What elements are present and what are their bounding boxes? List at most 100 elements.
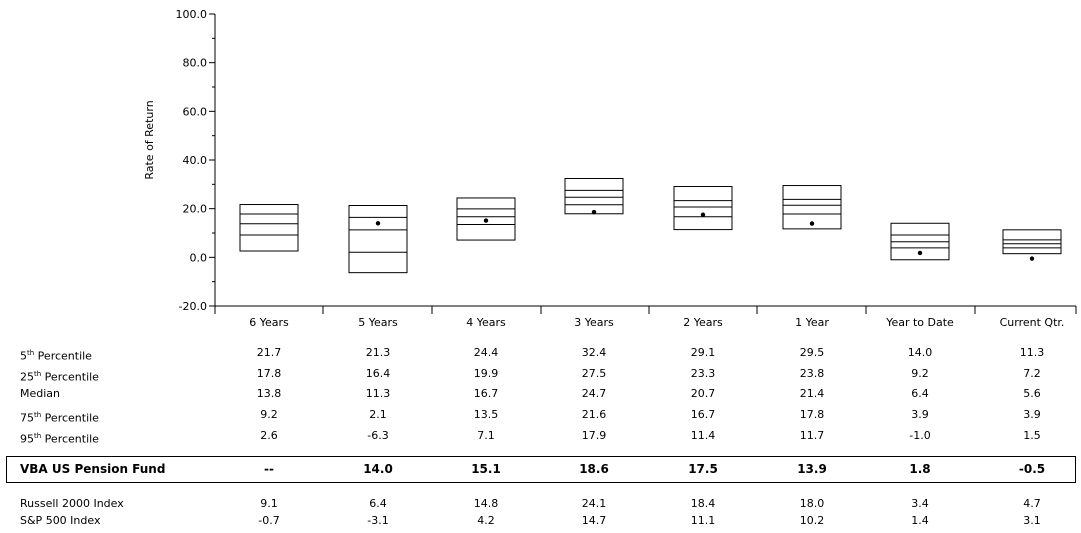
fund-row: VBA US Pension Fund -- 14.0 15.1 18.6 17.5 13.… (0, 459, 1081, 479)
table-cell: 14.0 (363, 462, 393, 476)
table-cell: 11.3 (365, 387, 391, 400)
table-row: S&P 500 Index -0.7 -3.1 4.2 14.7 11.1 10.2 1.4 3… (0, 511, 1081, 531)
table-cell: 23.3 (690, 367, 716, 380)
table-cell: 17.8 (799, 408, 825, 421)
table-cell: 24.7 (581, 387, 607, 400)
table-cell: 20.7 (690, 387, 716, 400)
row-label-number: 25 (20, 370, 34, 384)
table-cell: 7.2 (1023, 367, 1041, 380)
table-cell: 3.4 (911, 497, 929, 510)
fund-marker (375, 221, 381, 226)
fund-marker (1029, 256, 1035, 261)
table-cell: 4.7 (1023, 497, 1041, 510)
y-axis-label: Rate of Return (143, 100, 156, 179)
x-category-label: Year to Date (885, 316, 954, 329)
row-label: 25th Percentile (20, 364, 99, 388)
percentile-box (673, 186, 733, 231)
y-tick-label: 60.0 (183, 105, 208, 118)
table-cell: 29.1 (690, 346, 716, 359)
table-cell: 9.1 (260, 497, 278, 510)
table-cell: 18.4 (690, 497, 716, 510)
table-cell: 3.9 (911, 408, 929, 421)
row-label-text: Percentile (41, 411, 99, 425)
table-cell: 21.6 (581, 408, 607, 421)
table-cell: 10.2 (799, 514, 825, 527)
table-cell: -3.1 (367, 514, 389, 527)
table-cell: 3.1 (1023, 514, 1041, 527)
table-cell: 1.8 (909, 462, 931, 476)
x-category-label: Current Qtr. (1000, 316, 1065, 329)
table-cell: 1.5 (1023, 429, 1041, 442)
table-cell: 24.4 (473, 346, 499, 359)
fund-marker (917, 250, 923, 256)
table-cell: 14.7 (581, 514, 607, 527)
row-label: S&P 500 Index (20, 514, 101, 527)
table-row: Median 13.8 11.3 16.7 24.7 20.7 21.4 6.4 5.6 (0, 384, 1081, 404)
table-cell: 2.6 (260, 429, 278, 442)
y-tick-label: 80.0 (183, 57, 208, 70)
table-cell: 32.4 (581, 346, 607, 359)
table-cell: 29.5 (799, 346, 825, 359)
table-cell: 3.9 (1023, 408, 1041, 421)
table-row: 95th Percentile 2.6 -6.3 7.1 17.9 11.4 11.7 -1.… (0, 426, 1081, 446)
table-cell: 17.8 (256, 367, 282, 380)
table-cell: 9.2 (260, 408, 278, 421)
table-cell: 5.6 (1023, 387, 1041, 400)
row-label-suffix: th (34, 432, 42, 440)
fund-marker (700, 212, 706, 217)
table-cell: 16.7 (473, 387, 499, 400)
fund-row-highlight (6, 456, 1076, 483)
table-cell: 21.3 (365, 346, 391, 359)
y-tick-label: 20.0 (183, 203, 208, 216)
table-cell: 16.4 (365, 367, 391, 380)
row-label-suffix: th (34, 370, 42, 378)
table-cell: -6.3 (367, 429, 389, 442)
table-cell: 24.1 (581, 497, 607, 510)
table-cell: 17.9 (581, 429, 607, 442)
x-category-label: 1 Year (795, 316, 829, 329)
fund-marker (591, 209, 597, 215)
table-cell: 7.1 (477, 429, 495, 442)
row-label: Median (20, 387, 61, 400)
percentile-box (564, 177, 624, 215)
row-label-text: Percentile (41, 432, 99, 446)
table-row: 75th Percentile 9.2 2.1 13.5 21.6 16.7 17.8 3.9… (0, 405, 1081, 425)
table-cell: 19.9 (473, 367, 499, 380)
y-tick-label: -20.0 (179, 300, 207, 313)
row-label: VBA US Pension Fund (20, 462, 166, 476)
row-label-number: 5 (20, 349, 27, 363)
table-cell: 6.4 (369, 497, 387, 510)
table-row: 25th Percentile 17.8 16.4 19.9 27.5 23.3 23.8 9… (0, 364, 1081, 384)
table-cell: -1.0 (909, 429, 931, 442)
table-row: Russell 2000 Index 9.1 6.4 14.8 24.1 18.4 18.0… (0, 494, 1081, 514)
row-label: Russell 2000 Index (20, 497, 124, 510)
table-cell: 15.1 (471, 462, 501, 476)
table-cell: 14.8 (473, 497, 499, 510)
percentile-box (782, 185, 842, 230)
row-label-number: 75 (20, 411, 34, 425)
table-cell: 27.5 (581, 367, 607, 380)
fund-marker (483, 218, 489, 223)
row-label: 75th Percentile (20, 405, 99, 429)
row-label-suffix: th (34, 411, 42, 419)
row-label-suffix: th (27, 349, 35, 357)
y-tick-label: 0.0 (190, 251, 208, 264)
table-cell: 17.5 (688, 462, 718, 476)
row-label-text: Percentile (41, 370, 99, 384)
table-cell: 21.7 (256, 346, 282, 359)
percentile-box (239, 204, 299, 252)
percentile-box (1002, 229, 1062, 255)
x-category-label: 2 Years (683, 316, 723, 329)
table-cell: 11.7 (799, 429, 825, 442)
row-label-text: Percentile (34, 349, 92, 363)
row-label: 5th Percentile (20, 343, 92, 367)
table-cell: 11.3 (1019, 346, 1045, 359)
x-category-label: 5 Years (358, 316, 398, 329)
x-category-label: 4 Years (466, 316, 506, 329)
table-cell: 9.2 (911, 367, 929, 380)
fund-marker (809, 221, 815, 226)
table-cell: 11.1 (690, 514, 716, 527)
table-row: 5th Percentile 21.7 21.3 24.4 32.4 29.1 29.5 14… (0, 343, 1081, 363)
table-cell: 23.8 (799, 367, 825, 380)
table-cell: 16.7 (690, 408, 716, 421)
